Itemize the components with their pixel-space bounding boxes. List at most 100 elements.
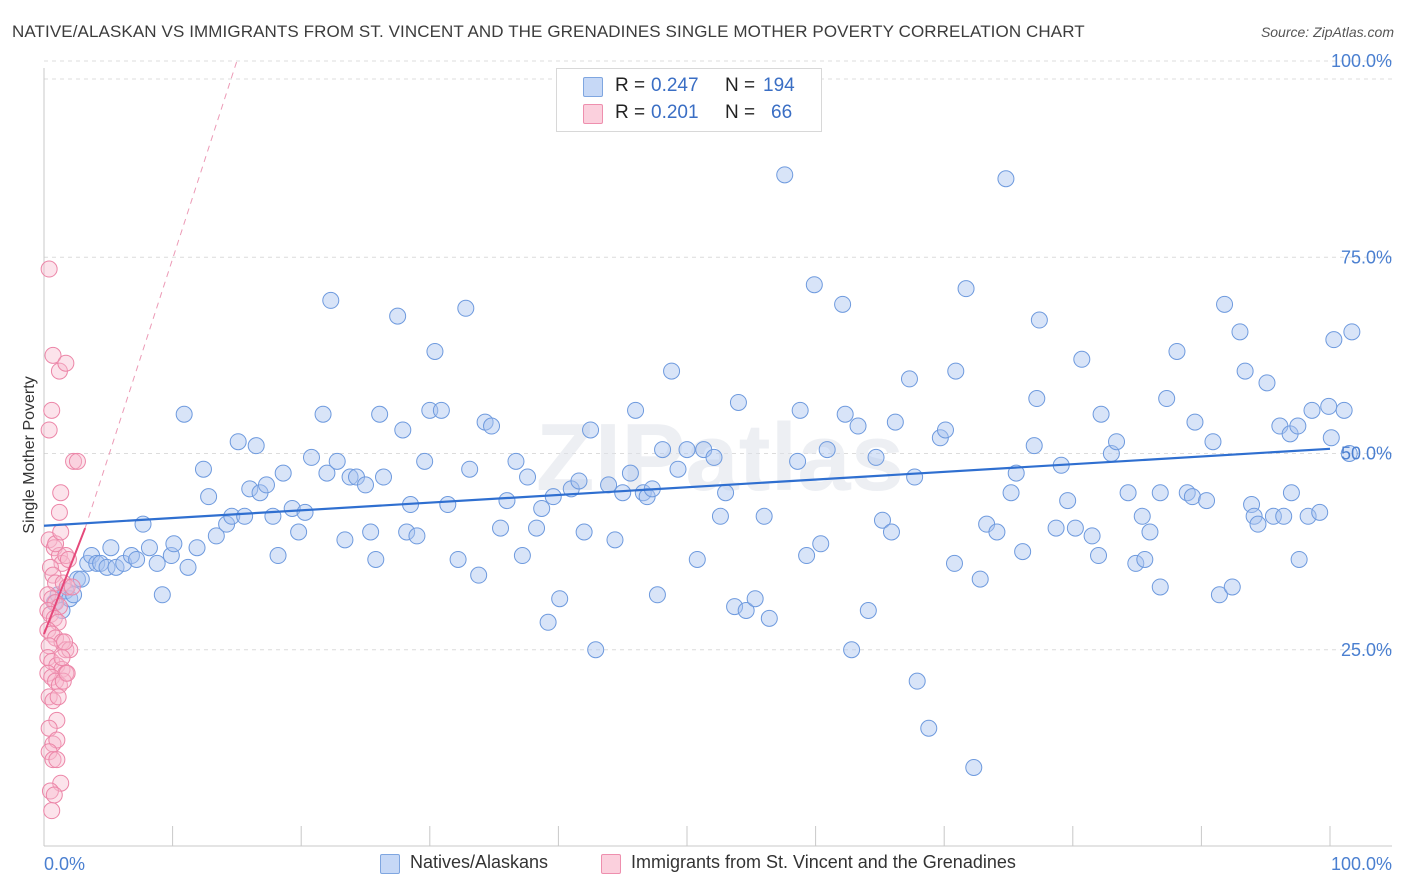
point-natives [760, 609, 778, 627]
point-natives [971, 570, 989, 588]
x-tick-label: 100.0% [1331, 854, 1392, 874]
point-natives [257, 476, 275, 494]
point-natives [1073, 350, 1091, 368]
point-natives [843, 641, 861, 659]
point-immigrants [52, 484, 70, 502]
point-natives [789, 452, 807, 470]
point-natives [107, 558, 125, 576]
point-natives [408, 527, 426, 545]
legend-r-label: R = [615, 102, 646, 123]
point-natives [1290, 550, 1308, 568]
point-natives [1245, 507, 1263, 525]
point-natives [575, 523, 593, 541]
point-natives [776, 166, 794, 184]
point-immigrants [48, 731, 66, 749]
point-natives [274, 464, 292, 482]
point-natives [705, 448, 723, 466]
point-natives [1136, 550, 1154, 568]
point-natives [587, 641, 605, 659]
trend-line-natives [43, 447, 1331, 527]
point-natives [834, 295, 852, 313]
point-immigrants [65, 452, 83, 470]
point-natives [1204, 433, 1222, 451]
point-immigrants [40, 260, 58, 278]
legend-n-label: N = [725, 75, 756, 96]
point-natives [389, 307, 407, 325]
point-natives [1014, 543, 1032, 561]
point-natives [375, 468, 393, 486]
point-natives [1066, 519, 1084, 537]
point-natives [416, 452, 434, 470]
point-natives [1151, 578, 1169, 596]
point-natives [1335, 401, 1353, 419]
point-natives [461, 460, 479, 478]
point-natives [654, 441, 672, 459]
point-natives [1249, 515, 1267, 533]
point-natives [945, 554, 963, 572]
point-natives [498, 492, 516, 510]
point-natives [314, 405, 332, 423]
point-natives [678, 441, 696, 459]
point-natives [582, 421, 600, 439]
point-natives [421, 401, 439, 419]
point-natives [357, 476, 374, 494]
chart-title: NATIVE/ALASKAN VS IMMIGRANTS FROM ST. VI… [12, 22, 1085, 41]
point-immigrants [43, 401, 61, 419]
point-natives [805, 276, 823, 294]
trend-lines [43, 447, 1331, 635]
x-tick-label: 0.0% [44, 854, 85, 874]
point-natives [1264, 507, 1282, 525]
y-tick-label: 100.0% [1331, 51, 1392, 71]
point-immigrants [44, 346, 62, 364]
point-natives [997, 170, 1015, 188]
point-natives [1303, 401, 1321, 419]
point-immigrants [52, 523, 70, 541]
data-points [39, 166, 1361, 820]
point-natives [614, 484, 632, 502]
legend-swatch-pink [583, 104, 603, 124]
point-natives [1289, 417, 1307, 435]
point-natives [148, 554, 166, 572]
point-natives [729, 393, 747, 411]
point-natives [247, 437, 265, 455]
point-natives [1325, 331, 1343, 349]
point-natives [936, 421, 954, 439]
point-natives [269, 547, 287, 565]
point-immigrants [44, 751, 62, 769]
y-tick-label: 25.0% [1341, 640, 1392, 660]
point-immigrants [49, 688, 67, 706]
point-natives [362, 523, 380, 541]
point-natives [432, 401, 450, 419]
point-natives [102, 539, 120, 557]
point-natives [551, 590, 569, 608]
point-natives [223, 507, 241, 525]
point-natives [1275, 507, 1293, 525]
point-natives [470, 566, 488, 584]
point-natives [818, 441, 836, 459]
legend-n-label: N = [725, 102, 756, 123]
point-natives [886, 413, 904, 431]
y-tick-label: 75.0% [1341, 247, 1392, 267]
point-natives [367, 550, 385, 568]
point-natives [746, 590, 764, 608]
point-immigrants [45, 786, 63, 804]
point-natives [1127, 554, 1145, 572]
legend-n-value: 66 [771, 102, 793, 123]
point-natives [1025, 437, 1043, 455]
point-natives [1198, 492, 1216, 510]
axes [43, 68, 1392, 847]
point-natives [1108, 433, 1126, 451]
legend-swatch-blue [380, 854, 400, 874]
point-natives [1133, 507, 1151, 525]
point-natives [1216, 295, 1234, 313]
tick-labels: 100.0% 75.0% 50.0% 25.0% 0.0% 100.0% [44, 51, 1392, 874]
point-natives [1002, 484, 1020, 502]
point-natives [849, 417, 867, 435]
point-natives [341, 468, 359, 486]
point-immigrants [63, 578, 81, 596]
point-natives [812, 535, 830, 553]
point-immigrants [59, 550, 77, 568]
legend-swatch-blue [583, 77, 603, 97]
point-natives [900, 370, 918, 388]
